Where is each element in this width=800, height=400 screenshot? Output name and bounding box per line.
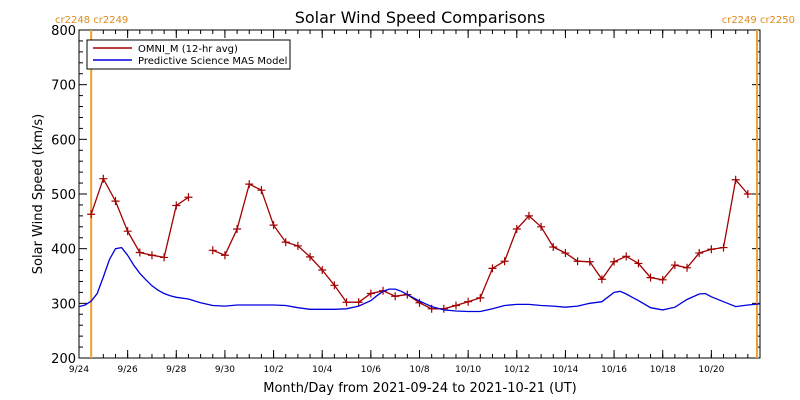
series-layer: [78, 174, 761, 313]
x-tick-label: 9/24: [69, 365, 89, 375]
data-point: [111, 197, 120, 206]
data-point: [573, 257, 582, 266]
data-point: [500, 257, 509, 266]
data-point: [135, 248, 144, 257]
data-point: [160, 253, 169, 262]
data-point: [281, 238, 290, 247]
axis-ticks: 200 300 400 500 600 700 800 9/24 9/26 9/28 9/30 10/…: [51, 24, 761, 375]
data-point: [123, 227, 132, 236]
y-tick-label: 200: [51, 352, 76, 367]
data-point: [646, 273, 655, 282]
data-point: [318, 265, 327, 274]
series-mas-model: [78, 246, 761, 313]
legend-box: [86, 39, 291, 70]
y-tick-label: 300: [51, 297, 76, 312]
data-point: [670, 261, 679, 270]
data-point: [585, 257, 594, 266]
y-tick-label: 600: [51, 133, 76, 148]
legend-label: OMNI_M (12-hr avg): [138, 44, 238, 55]
x-tick-label: 10/2: [263, 365, 283, 375]
data-point: [597, 275, 606, 284]
data-point: [488, 264, 497, 273]
data-point: [622, 252, 631, 261]
series-line: [212, 178, 749, 310]
y-tick-label: 800: [51, 24, 76, 39]
data-point: [743, 190, 752, 198]
carrington-label: cr2249 cr2250: [722, 15, 795, 26]
series-omni: [87, 174, 752, 313]
carrington-markers: cr2248 cr2249 cr2249 cr2250: [55, 15, 795, 358]
data-point: [220, 251, 229, 260]
x-tick-label: 9/28: [166, 365, 186, 375]
y-tick-label: 700: [51, 79, 76, 94]
data-point: [695, 249, 704, 258]
x-tick-label: 10/6: [361, 365, 381, 375]
data-point: [683, 263, 692, 272]
data-point: [451, 301, 460, 310]
x-tick-label: 10/12: [504, 365, 530, 375]
data-point: [245, 180, 254, 189]
data-point: [537, 222, 546, 231]
data-point: [719, 243, 728, 252]
x-tick-label: 10/14: [552, 365, 578, 375]
data-point: [366, 289, 375, 298]
data-point: [87, 210, 96, 219]
data-point: [269, 221, 278, 230]
series-line: [90, 177, 189, 259]
data-point: [342, 298, 351, 307]
data-point: [147, 251, 156, 260]
data-point: [731, 175, 740, 184]
carrington-label: cr2248 cr2249: [55, 15, 128, 26]
data-point: [293, 241, 302, 250]
data-point: [610, 257, 619, 266]
legend-label: Predictive Science MAS Model: [138, 56, 287, 67]
data-point: [257, 186, 266, 195]
data-point: [208, 246, 217, 255]
data-point: [561, 249, 570, 258]
data-point: [184, 193, 193, 202]
data-point: [354, 298, 363, 307]
y-axis-label: Solar Wind Speed (km/s): [31, 114, 46, 274]
y-tick-label: 500: [51, 188, 76, 203]
data-point: [512, 224, 521, 233]
x-tick-label: 9/26: [118, 365, 138, 375]
data-point: [99, 174, 108, 183]
x-tick-label: 10/16: [601, 365, 627, 375]
legend: OMNI_M (12-hr avg)Predictive Science MAS…: [86, 39, 291, 70]
chart-title: Solar Wind Speed Comparisons: [295, 8, 546, 27]
data-point: [306, 252, 315, 261]
x-tick-label: 10/8: [409, 365, 429, 375]
data-point: [172, 201, 181, 210]
x-tick-label: 9/30: [215, 365, 235, 375]
data-point: [391, 292, 400, 301]
x-tick-label: 10/18: [650, 365, 676, 375]
y-tick-label: 400: [51, 243, 76, 258]
data-point: [233, 224, 242, 233]
series-line: [78, 246, 761, 313]
data-point: [476, 293, 485, 302]
data-point: [524, 211, 533, 220]
data-point: [707, 245, 716, 254]
data-point: [549, 243, 558, 252]
x-tick-label: 10/4: [312, 365, 332, 375]
x-tick-label: 10/20: [698, 365, 724, 375]
x-axis-label: Month/Day from 2021-09-24 to 2021-10-21 …: [263, 381, 576, 396]
data-point: [464, 297, 473, 306]
data-point: [330, 281, 339, 290]
data-point: [634, 259, 643, 268]
x-tick-label: 10/10: [455, 365, 481, 375]
data-point: [658, 275, 667, 284]
